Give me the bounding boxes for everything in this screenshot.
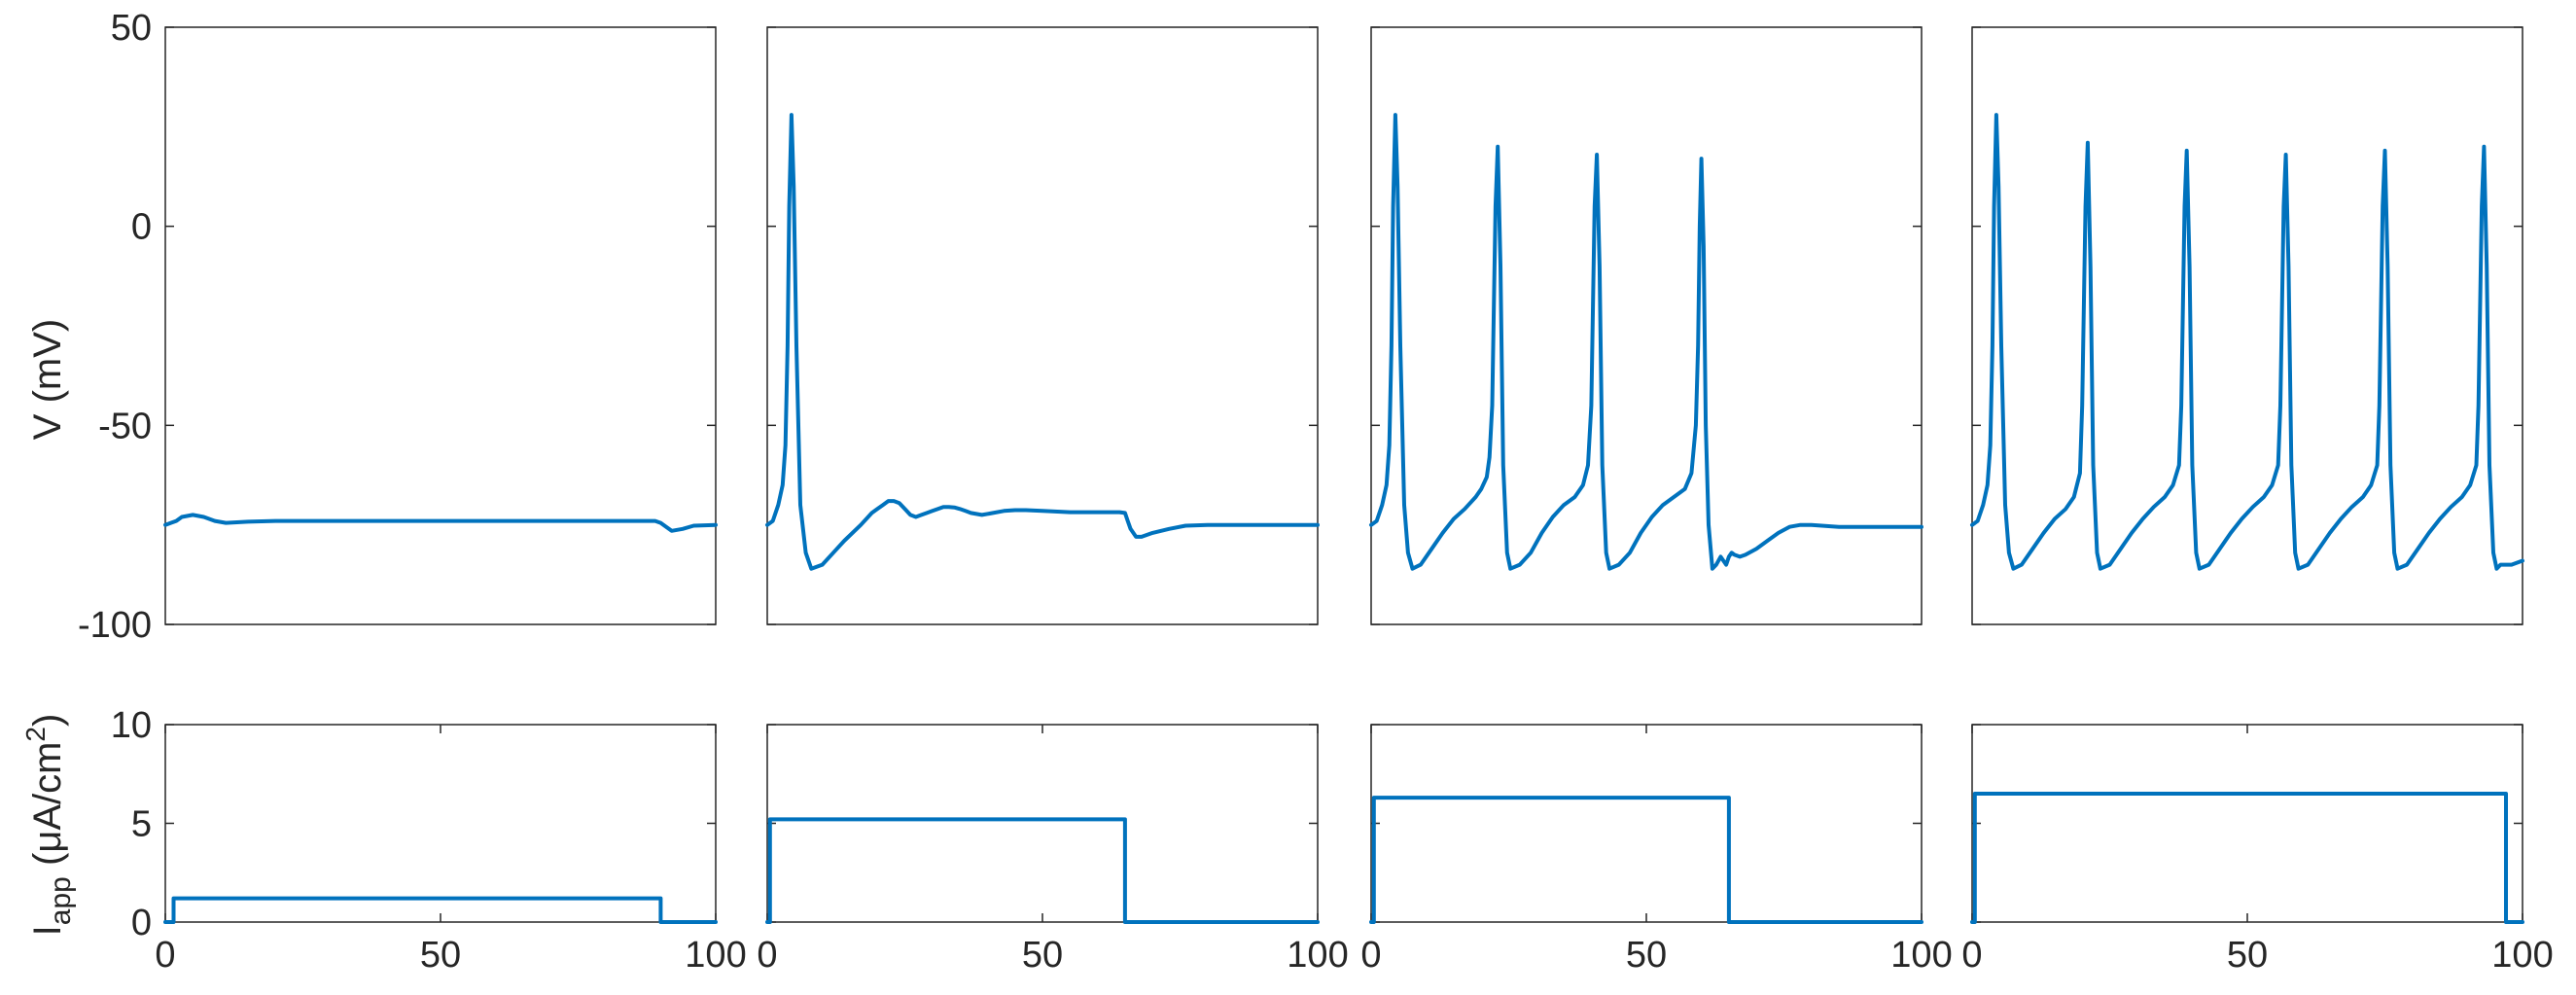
current-y-label-superscript: 2 (20, 727, 51, 742)
current-xtick-label: 0 (757, 935, 777, 976)
voltage-ytick-label: 50 (111, 8, 152, 49)
voltage-panel-4 (1970, 26, 2524, 625)
current-y-label-group: Iapp (μA/cm2) (20, 714, 77, 937)
voltage-trace-4 (1970, 113, 2524, 571)
current-panel-2: 0 50 100 (757, 724, 1349, 976)
current-xtick-label: 0 (1961, 935, 1982, 976)
current-y-label-close: ) (26, 714, 69, 727)
voltage-y-label: V (mV) (26, 319, 69, 440)
current-ytick-label: 10 (111, 705, 152, 746)
current-panel-3: 0 50 100 (1360, 724, 1953, 976)
voltage-panel-1: 50 0 -50 -100 (78, 8, 718, 646)
current-y-label-main: I (26, 925, 69, 936)
voltage-panel-2-frame (766, 26, 1319, 625)
current-xtick-label: 0 (155, 935, 175, 976)
current-panel-4: 0 50 100 (1961, 724, 2554, 976)
voltage-y-label-group: V (mV) (26, 319, 69, 440)
voltage-panel-2 (765, 26, 1320, 625)
voltage-ytick-label: -100 (78, 605, 152, 646)
current-xtick-label: 0 (1360, 935, 1381, 976)
current-xtick-label: 100 (685, 935, 746, 976)
current-trace-2 (765, 817, 1320, 924)
current-y-label-subscript: app (45, 876, 77, 925)
current-y-label-units: (μA/cm (26, 742, 69, 877)
current-trace-3 (1369, 796, 1923, 924)
current-ytick-label: 5 (131, 804, 152, 845)
voltage-panel-4-frame (1971, 26, 2523, 625)
current-trace-1 (163, 896, 718, 924)
voltage-panel-3 (1369, 26, 1923, 625)
current-xtick-label: 50 (1022, 935, 1063, 976)
current-xtick-label: 100 (1287, 935, 1348, 976)
current-y-label: Iapp (μA/cm2) (20, 714, 77, 937)
voltage-trace-2 (765, 113, 1320, 571)
current-xtick-label: 100 (2491, 935, 2553, 976)
voltage-ytick-label: -50 (98, 406, 152, 446)
current-xtick-label: 50 (2227, 935, 2268, 976)
current-xtick-label: 100 (1890, 935, 1952, 976)
current-xtick-label: 50 (1626, 935, 1667, 976)
current-ytick-label: 0 (131, 903, 152, 943)
voltage-ytick-label: 0 (131, 207, 152, 248)
voltage-trace-1 (163, 513, 718, 533)
current-trace-4 (1970, 792, 2524, 924)
current-xtick-label: 50 (420, 935, 461, 976)
voltage-panel-1-frame (164, 26, 717, 625)
voltage-panel-3-frame (1370, 26, 1923, 625)
voltage-trace-3 (1369, 113, 1923, 571)
